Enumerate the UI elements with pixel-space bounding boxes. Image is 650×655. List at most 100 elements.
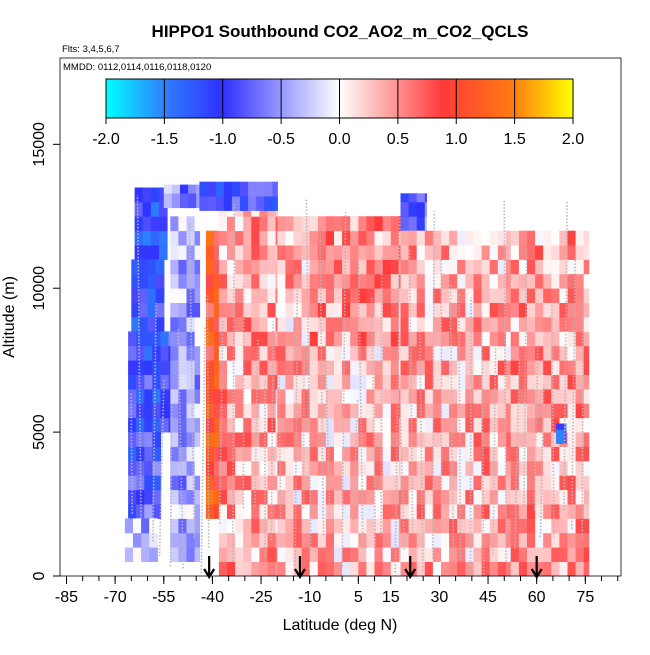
heatmap-cell (259, 418, 268, 433)
heatmap-cell (144, 504, 153, 519)
heatmap-cell (584, 562, 590, 577)
heatmap-cell (584, 331, 590, 346)
heatmap-cell (264, 182, 273, 197)
heatmap-cell (519, 461, 528, 476)
heatmap-cell (535, 231, 544, 246)
heatmap-cell (511, 317, 520, 332)
heatmap-cell (366, 317, 375, 332)
heatmap-cell (219, 533, 228, 548)
heatmap-cell (584, 317, 590, 332)
heatmap-cell (401, 193, 410, 202)
heatmap-cell (490, 245, 499, 260)
heatmap-cell (259, 403, 268, 418)
heatmap-cell (243, 547, 252, 562)
heatmap-cell (527, 346, 536, 361)
heatmap-cell (568, 547, 577, 562)
heatmap-cell (235, 418, 244, 433)
heatmap-cell (277, 475, 286, 490)
heatmap-cell (334, 504, 343, 519)
heatmap-cell (543, 331, 552, 346)
heatmap-cell (584, 475, 590, 490)
heatmap-cell (519, 418, 528, 433)
heatmap-cell (159, 245, 168, 260)
x-axis-tick-label: -70 (104, 589, 127, 606)
heatmap-cell (465, 504, 474, 519)
heatmap-cell (506, 231, 512, 246)
heatmap-cell (156, 317, 165, 332)
heatmap-cell (302, 274, 311, 289)
heatmap-cell (268, 245, 277, 260)
heatmap-cell (310, 331, 319, 346)
heatmap-cell (527, 274, 536, 289)
heatmap-cell (383, 389, 392, 404)
heatmap-cell (178, 231, 187, 246)
heatmap-cell (195, 360, 201, 375)
heatmap-cell (195, 447, 201, 462)
heatmap-cell (302, 231, 311, 246)
heatmap-cell (498, 562, 507, 577)
heatmap-cell (334, 375, 343, 390)
heatmap-cell (251, 547, 260, 562)
heatmap-cell (543, 288, 552, 303)
heatmap-cell (417, 202, 426, 217)
heatmap-cell (214, 475, 220, 490)
heatmap-cell (366, 562, 375, 577)
heatmap-cell (219, 360, 228, 375)
heatmap-cell (465, 274, 474, 289)
heatmap-cell (235, 231, 244, 246)
heatmap-cell (187, 447, 196, 462)
heatmap-cell (268, 303, 277, 318)
heatmap-cell (527, 331, 536, 346)
heatmap-cell (219, 303, 228, 318)
heatmap-cell (391, 403, 400, 418)
heatmap-cell (465, 288, 474, 303)
heatmap-cell (219, 375, 228, 390)
heatmap-cell (519, 447, 528, 462)
heatmap-cell (334, 475, 343, 490)
heatmap-cell (576, 533, 585, 548)
heatmap-cell (133, 533, 142, 548)
heatmap-cell (310, 375, 319, 390)
heatmap-cell (326, 547, 335, 562)
heatmap-cell (326, 562, 335, 577)
heatmap-cell (178, 288, 187, 303)
heatmap-cell (366, 259, 375, 274)
heatmap-cell (219, 418, 228, 433)
heatmap-cell (383, 403, 392, 418)
heatmap-cell (235, 346, 244, 361)
heatmap-cell (584, 432, 590, 447)
heatmap-cell (248, 182, 257, 197)
heatmap-cell (350, 562, 359, 577)
heatmap-cell (401, 303, 410, 318)
heatmap-cell (375, 216, 384, 231)
heatmap-cell (243, 360, 252, 375)
heatmap-cell (383, 245, 392, 260)
heatmap-cell (195, 504, 201, 519)
heatmap-cell (474, 259, 483, 274)
heatmap-cell (584, 403, 590, 418)
heatmap-cell (401, 375, 410, 390)
heatmap-cell (272, 196, 278, 211)
heatmap-cell (366, 245, 375, 260)
heatmap-cell (519, 518, 528, 533)
heatmap-cell (285, 475, 294, 490)
heatmap-cell (383, 461, 392, 476)
heatmap-cell (235, 245, 244, 260)
heatmap-cell (441, 274, 450, 289)
heatmap-cell (401, 418, 410, 433)
heatmap-cell (151, 216, 160, 231)
heatmap-cell (259, 216, 268, 231)
heatmap-cell (318, 562, 327, 577)
heatmap-cell (206, 475, 215, 490)
heatmap-cell (506, 331, 512, 346)
heatmap-cell (195, 547, 201, 562)
heatmap-cell (326, 274, 335, 289)
heatmap-cell (366, 288, 375, 303)
heatmap-cell (417, 518, 426, 533)
heatmap-cell (449, 562, 458, 577)
heatmap-cell (172, 185, 181, 194)
heatmap-cell (556, 429, 565, 444)
heatmap-cell (417, 331, 426, 346)
heatmap-cell (251, 533, 260, 548)
heatmap-cell (584, 461, 590, 476)
